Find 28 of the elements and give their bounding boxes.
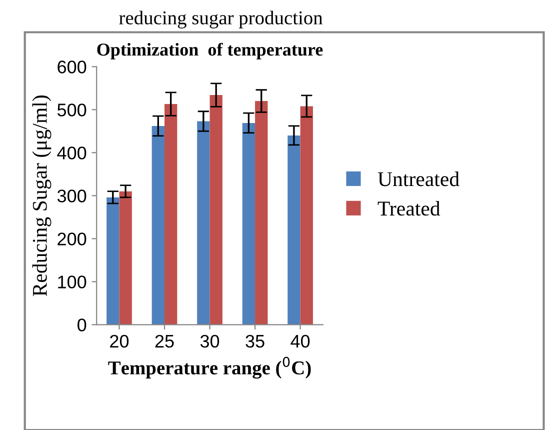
y-tick-label: 300 [57,190,86,202]
bar [300,106,313,325]
legend-label: Treated [378,200,440,216]
legend-label: Untreated [378,172,460,186]
x-tick-label: 20 [110,334,129,348]
bar [242,122,256,325]
y-tick-label: 200 [58,232,86,246]
bar [288,135,300,325]
x-tick-label: 40 [290,334,310,348]
y-tick-label: 600 [58,60,86,74]
y-axis-title: Reducing Sugar (μg/ml) [32,96,52,296]
y-tick-label: 0 [78,318,86,332]
bar [106,197,120,325]
bar [255,101,268,325]
x-tick-label: 25 [155,334,174,348]
chart-title: Optimization of temperature [97,42,323,60]
text: reducing sugar production [119,10,323,28]
bar [164,104,178,325]
bar [152,126,164,325]
y-tick-label: 400 [57,146,86,160]
bar [119,191,132,325]
x-axis-title: Temperature range ($^{0}$C) [108,356,311,379]
x-tick-label: 30 [200,334,220,348]
x-tick-label: 35 [246,334,264,348]
bar [210,95,222,325]
y-tick-label: 500 [57,104,86,116]
y-tick-label: 100 [58,276,86,288]
bar [197,121,210,325]
